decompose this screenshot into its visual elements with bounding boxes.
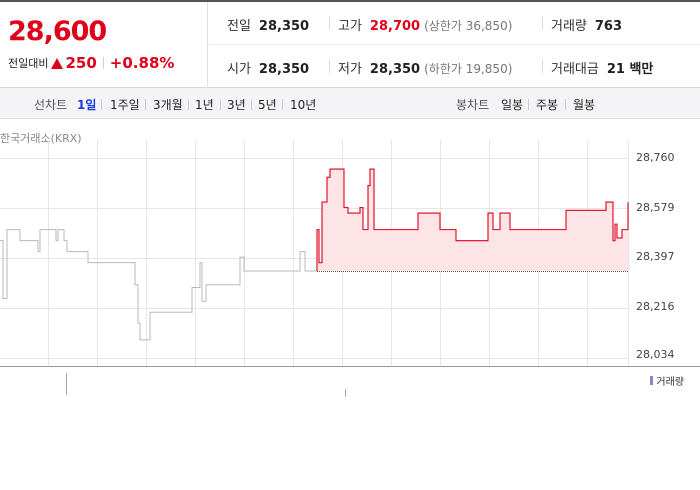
change-percent: +0.88% — [109, 54, 175, 72]
tab-weekly-candle[interactable]: 주봉 — [536, 98, 559, 112]
volume-tick — [345, 389, 346, 397]
volume-legend-label: 거래량 — [656, 377, 684, 388]
divider — [329, 16, 330, 30]
tab-3-years[interactable]: 3년 — [227, 98, 246, 112]
low-price: 저가 28,350 (하한가 19,850) — [338, 62, 513, 77]
tab-1-week[interactable]: 1주일 — [110, 98, 140, 112]
up-triangle-icon — [51, 57, 64, 69]
price-box: 28,600 전일대비 250 +0.88% — [0, 2, 208, 88]
y-tick-label: 28,760 — [636, 151, 675, 164]
divider — [329, 59, 330, 73]
data-source: 한국거래소(KRX) — [0, 132, 82, 145]
tab-10-years[interactable]: 10년 — [290, 98, 317, 112]
divider — [542, 59, 543, 73]
divider — [102, 57, 104, 69]
high-price: 고가 28,700 (상한가 36,850) — [338, 19, 513, 34]
volume: 거래량 763 — [551, 19, 623, 34]
volume-chart: 거래량 — [0, 366, 700, 398]
price-change: 전일대비 250 +0.88% — [8, 54, 174, 72]
quote-panel: 28,600 전일대비 250 +0.88% 전일 28,350 고가 28,700… — [0, 0, 700, 88]
quote-grid: 전일 28,350 고가 28,700 (상한가 36,850) 거래량 763 시가 2… — [209, 2, 700, 88]
volume-legend: 거래량 — [650, 373, 684, 388]
tab-1-day[interactable]: 1일 — [77, 98, 97, 112]
trade-value: 거래대금 21 백만 — [551, 62, 654, 77]
divider — [528, 99, 529, 110]
y-tick-label: 28,034 — [636, 348, 675, 361]
divider — [542, 16, 543, 30]
price-area-fill — [317, 169, 628, 271]
divider — [188, 99, 189, 110]
tab-daily-candle[interactable]: 일봉 — [501, 98, 524, 112]
change-label: 전일대비 — [8, 57, 49, 70]
series-line-previous — [0, 229, 317, 341]
price-chart: 28,760 28,579 28,397 28,216 28,034 — [0, 140, 700, 366]
divider — [101, 99, 102, 110]
line-chart-label: 선차트 — [34, 98, 68, 112]
divider — [145, 99, 146, 110]
tab-monthly-candle[interactable]: 월봉 — [573, 98, 596, 112]
chart-svg — [0, 140, 629, 366]
y-tick-label: 28,397 — [636, 250, 675, 263]
volume-tick — [66, 373, 67, 395]
tab-1-year[interactable]: 1년 — [195, 98, 214, 112]
quote-row: 전일 28,350 고가 28,700 (상한가 36,850) 거래량 763 — [209, 2, 700, 45]
series-line-current — [316, 168, 629, 271]
divider — [282, 99, 283, 110]
candle-chart-label: 봉차트 — [456, 98, 490, 112]
open-price: 시가 28,350 — [227, 62, 310, 77]
prev-close: 전일 28,350 — [227, 19, 310, 34]
divider — [565, 99, 566, 110]
current-price: 28,600 — [8, 16, 107, 47]
y-tick-label: 28,216 — [636, 300, 675, 313]
divider — [251, 99, 252, 110]
legend-swatch — [650, 376, 654, 385]
chart-tabs: 선차트 1일 1주일 3개월 1년 3년 5년 10년 봉차트 일봉 주봉 월봉 — [0, 88, 700, 119]
change-value: 250 — [65, 54, 97, 72]
divider — [220, 99, 221, 110]
quote-row: 시가 28,350 저가 28,350 (하한가 19,850) 거래대금 21 백만 — [209, 45, 700, 88]
y-tick-label: 28,579 — [636, 201, 675, 214]
tab-5-years[interactable]: 5년 — [258, 98, 277, 112]
tab-3-months[interactable]: 3개월 — [153, 98, 183, 112]
